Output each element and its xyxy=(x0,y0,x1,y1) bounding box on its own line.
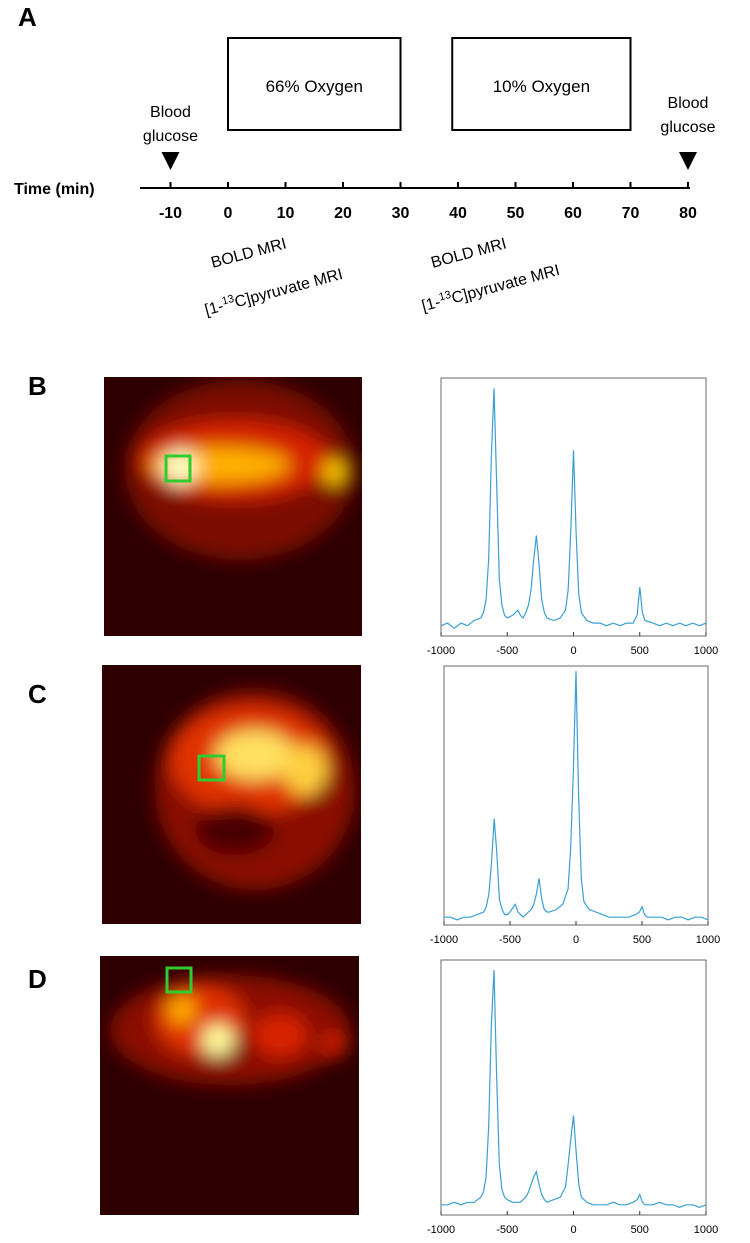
x-tick-label: 500 xyxy=(631,1224,649,1236)
x-tick-label: 0 xyxy=(570,645,576,657)
x-tick-label: 0 xyxy=(570,1224,576,1236)
tick-label: 20 xyxy=(334,205,352,222)
spectrum-line xyxy=(444,671,709,921)
event-marker xyxy=(161,152,180,170)
event-label: Blood xyxy=(150,104,191,121)
label-part: C]pyruvate MRI xyxy=(450,262,562,307)
tick-label: -10 xyxy=(159,205,182,222)
tick-label: 0 xyxy=(224,205,233,222)
x-tick-label: -1000 xyxy=(430,934,458,946)
heatmap xyxy=(102,665,361,924)
x-tick-label: 1000 xyxy=(694,645,718,657)
spectrum-line xyxy=(440,388,707,630)
spectrum-line xyxy=(441,970,707,1208)
tick-label: 40 xyxy=(449,205,467,222)
tick-label: 50 xyxy=(507,205,525,222)
condition-label: 66% Oxygen xyxy=(266,77,363,96)
x-tick-label: -1000 xyxy=(427,1224,455,1236)
panel-letter: D xyxy=(28,964,47,994)
label-part: [1- xyxy=(203,298,225,319)
plot-frame xyxy=(440,959,707,1216)
panel-letter: C xyxy=(28,679,47,709)
x-tick-label: 1000 xyxy=(696,934,720,946)
condition-box xyxy=(227,37,402,131)
event-label: glucose xyxy=(143,128,198,145)
x-tick-label: 500 xyxy=(633,934,651,946)
event-marker xyxy=(679,152,697,170)
plot-frame xyxy=(440,377,707,637)
condition-box xyxy=(451,37,632,131)
x-tick-label: 500 xyxy=(631,645,649,657)
x-tick-label: 0 xyxy=(573,934,579,946)
imaging-label: [1-13C]pyruvate MRI xyxy=(203,264,345,319)
label-superscript: 13 xyxy=(221,293,236,308)
imaging-label: BOLD MRI xyxy=(209,235,288,271)
panel-letter: A xyxy=(18,2,37,32)
label-part: C]pyruvate MRI xyxy=(233,266,345,311)
condition-label: 10% Oxygen xyxy=(493,77,590,96)
label-superscript: 13 xyxy=(438,289,453,304)
imaging-label: BOLD MRI xyxy=(429,235,508,271)
tick-label: 10 xyxy=(277,205,295,222)
label-part: [1- xyxy=(420,294,442,315)
tick-label: 30 xyxy=(392,205,410,222)
plot-frame xyxy=(443,665,709,926)
heatmap xyxy=(100,956,359,1215)
tick-label: 70 xyxy=(622,205,640,222)
heatmap xyxy=(104,377,362,636)
panel-letter: B xyxy=(28,371,47,401)
x-tick-label: -500 xyxy=(496,1224,518,1236)
x-tick-label: -1000 xyxy=(427,645,455,657)
tick-label: 80 xyxy=(679,205,697,222)
tick-label: 60 xyxy=(564,205,582,222)
x-tick-label: 1000 xyxy=(694,1224,718,1236)
event-label: Blood xyxy=(668,95,709,112)
event-label: glucose xyxy=(660,119,715,136)
x-tick-label: -500 xyxy=(496,645,518,657)
axis-label: Time (min) xyxy=(14,181,95,198)
x-tick-label: -500 xyxy=(499,934,521,946)
